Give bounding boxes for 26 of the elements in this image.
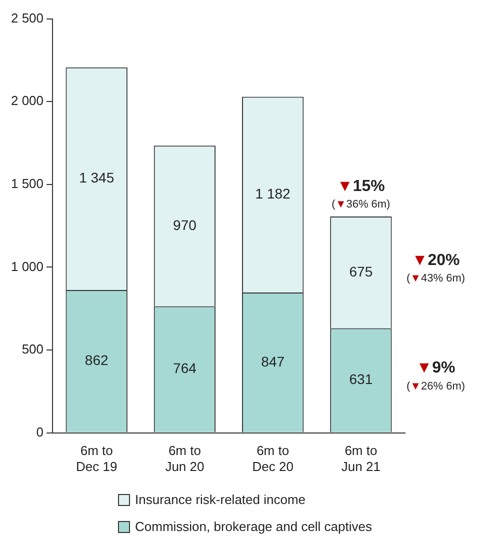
data-label: 675 [349,263,373,280]
legend-label: Insurance risk-related income [135,492,306,507]
text: ▼20% [412,252,460,269]
y-tick-label: 1 000 [10,258,44,274]
data-label: 970 [173,216,197,233]
text: (▼43% 6m) [406,272,466,284]
data-label: 631 [349,371,373,388]
x-tick-label: 6m to Dec 20 [252,443,294,474]
y-tick-label: 1 500 [10,176,44,191]
y-tick-label: 2 500 [10,10,44,26]
y-tick-label: 500 [22,342,44,357]
x-tick-label: 6m to Jun 20 [165,443,204,474]
data-label: 764 [173,360,197,376]
annotation: ▼15% [337,178,385,195]
text: (▼26% 6m) [406,380,466,392]
x-tick-label: 6m to Jun 21 [341,443,380,474]
data-label: 1 182 [255,186,291,202]
data-label: 847 [261,353,285,370]
x-tick-label: 6m to Dec 19 [76,443,118,474]
y-tick-label: 0 [36,424,44,440]
text: ▼9% [416,360,456,377]
data-label: 862 [84,352,108,368]
data-label: 1 345 [79,170,114,186]
legend-label: Commission, brokerage and cell captives [135,519,372,534]
annotation: (▼36% 6m) [332,198,390,211]
y-tick-label: 2 000 [10,93,44,108]
